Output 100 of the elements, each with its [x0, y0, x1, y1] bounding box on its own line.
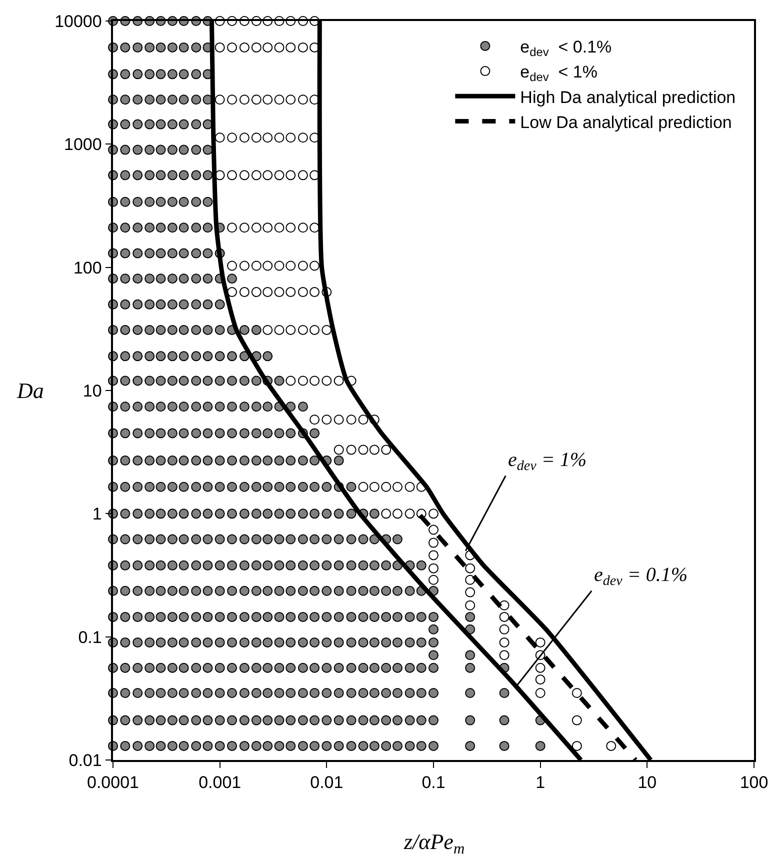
point: [214, 299, 225, 310]
point: [239, 586, 250, 596]
point: [191, 662, 202, 673]
point: [156, 274, 166, 284]
point: [358, 637, 368, 648]
point: [132, 274, 143, 284]
point: [132, 69, 143, 80]
point: [239, 688, 250, 698]
point: [358, 534, 368, 544]
point: [369, 560, 380, 570]
point: [369, 740, 380, 751]
point: [251, 324, 262, 335]
x-tick-label: 10: [638, 773, 657, 792]
annotation: e$_{dev}$ = 1%: [508, 449, 586, 474]
point: [298, 637, 308, 648]
point: [274, 456, 284, 466]
point: [191, 612, 202, 622]
point: [322, 560, 332, 570]
point: [381, 662, 392, 673]
point: [310, 662, 320, 673]
point: [262, 688, 273, 698]
point: [239, 560, 250, 570]
point: [262, 534, 273, 544]
point: [144, 688, 155, 698]
legend-label: e$_{dev}$ < 1%: [520, 62, 598, 84]
point: [167, 324, 178, 335]
point: [167, 740, 178, 751]
point: [214, 402, 225, 412]
point: [156, 222, 166, 233]
point: [202, 351, 213, 362]
point: [239, 534, 250, 544]
point: [178, 637, 189, 648]
point: [322, 482, 332, 492]
point: [334, 612, 344, 622]
point: [358, 586, 368, 596]
point: [120, 456, 130, 466]
point: [274, 560, 284, 570]
point: [178, 170, 189, 180]
point: [369, 586, 380, 596]
point: [202, 662, 213, 673]
legend-label: Low Da analytical prediction: [520, 112, 732, 132]
point: [156, 402, 166, 412]
point: [227, 274, 238, 284]
point: [310, 688, 320, 698]
point: [178, 248, 189, 258]
point: [274, 534, 284, 544]
point: [214, 586, 225, 596]
point: [144, 662, 155, 673]
point: [392, 586, 402, 596]
point: [132, 586, 143, 596]
point: [416, 740, 426, 751]
point: [144, 69, 155, 80]
point: [202, 170, 213, 180]
point: [298, 688, 308, 698]
point: [239, 508, 250, 519]
point: [214, 688, 225, 698]
point: [120, 248, 130, 258]
point: [310, 482, 320, 492]
point: [310, 637, 320, 648]
point: [286, 662, 296, 673]
point: [310, 456, 320, 466]
point: [334, 560, 344, 570]
point: [202, 299, 213, 310]
point: [120, 351, 130, 362]
point: [404, 688, 415, 698]
point: [132, 508, 143, 519]
point: [202, 222, 213, 233]
point: [156, 248, 166, 258]
point: [144, 534, 155, 544]
y-tick-label: 10: [82, 381, 102, 400]
point: [156, 456, 166, 466]
point: [120, 402, 130, 412]
point: [227, 612, 238, 622]
point: [156, 170, 166, 180]
point: [132, 376, 143, 386]
point: [156, 740, 166, 751]
point: [178, 402, 189, 412]
point: [334, 740, 344, 751]
point: [144, 94, 155, 105]
point: [144, 299, 155, 310]
point: [239, 428, 250, 438]
point: [202, 740, 213, 751]
point: [286, 534, 296, 544]
point: [346, 482, 356, 492]
y-tick-label: 1: [92, 504, 102, 524]
point: [144, 119, 155, 130]
point: [202, 560, 213, 570]
point: [251, 612, 262, 622]
point: [178, 144, 189, 155]
point: [334, 456, 344, 466]
point: [202, 376, 213, 386]
point: [428, 688, 438, 698]
point: [132, 612, 143, 622]
point: [178, 324, 189, 335]
point: [298, 482, 308, 492]
point: [132, 715, 143, 726]
point: [227, 715, 238, 726]
point: [262, 402, 273, 412]
point: [144, 612, 155, 622]
point: [214, 482, 225, 492]
